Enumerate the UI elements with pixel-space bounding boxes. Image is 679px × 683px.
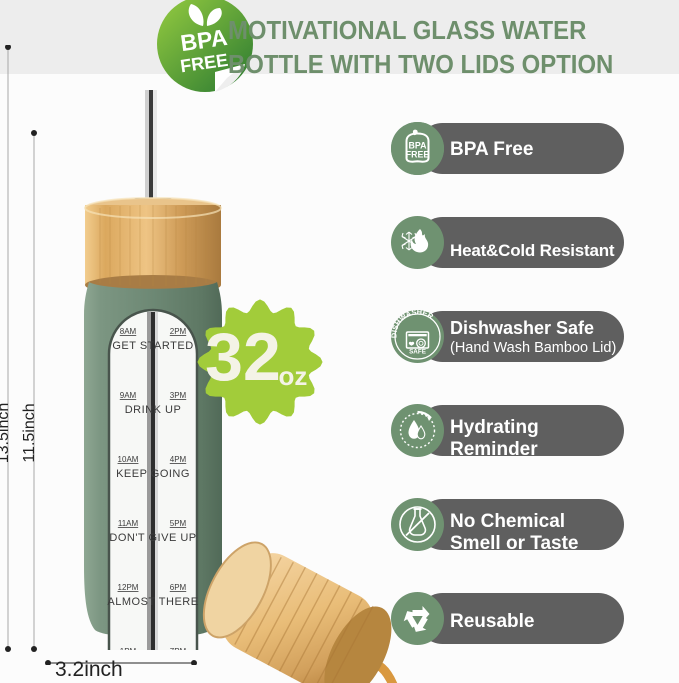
svg-text:oz: oz [279,361,308,391]
svg-text:13.5inch: 13.5inch [0,403,12,464]
svg-text:FREE: FREE [406,150,430,160]
svg-text:SAFE: SAFE [409,349,426,356]
svg-text:11.5inch: 11.5inch [21,403,38,462]
svg-text:32: 32 [205,319,281,395]
